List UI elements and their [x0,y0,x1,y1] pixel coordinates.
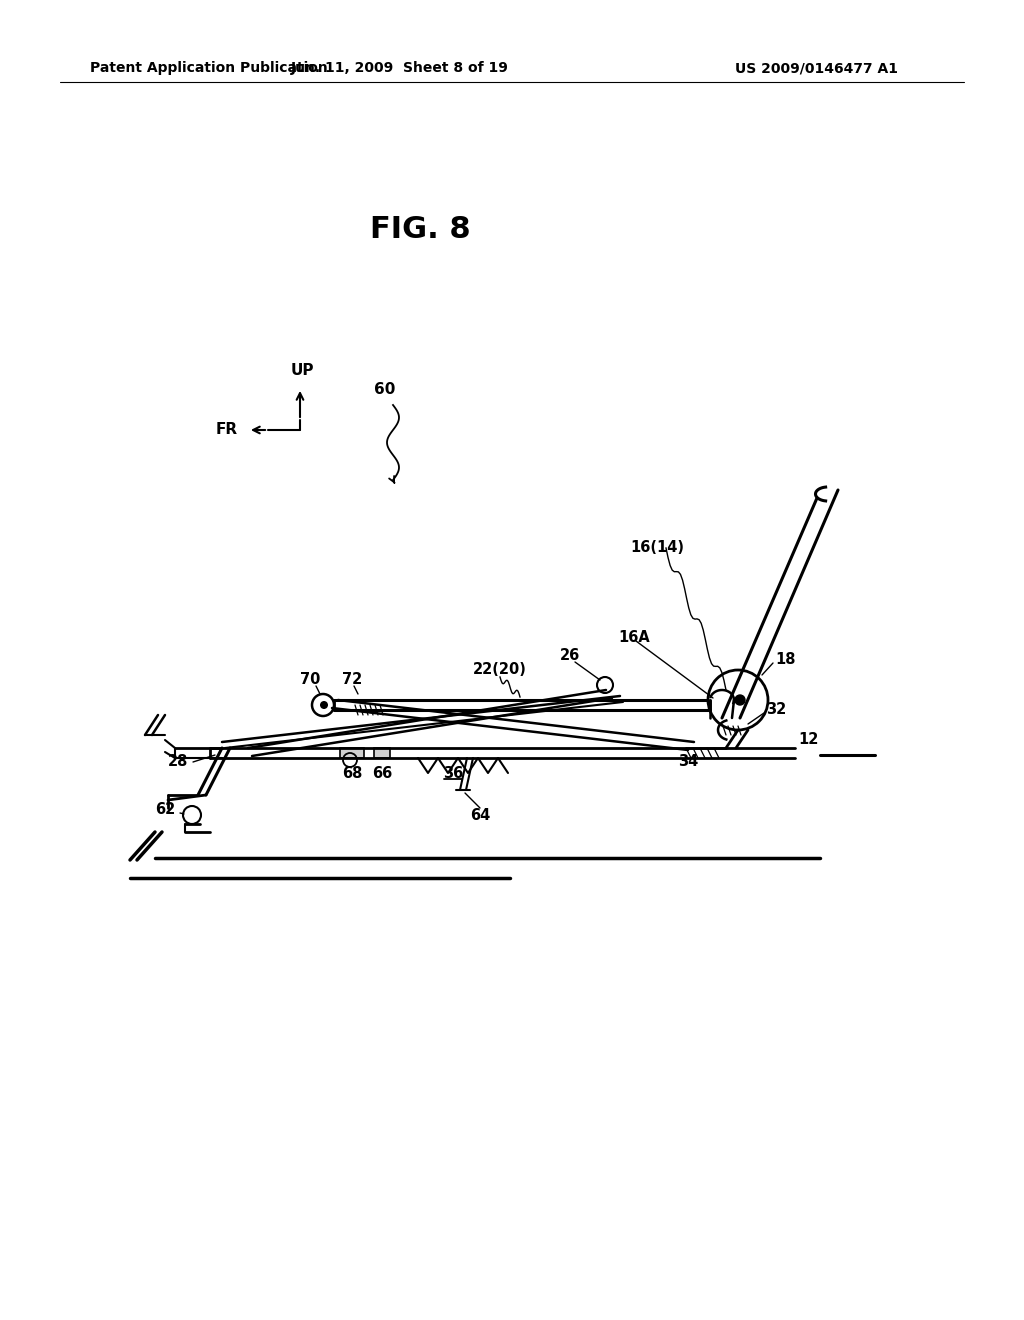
Text: 32: 32 [766,702,786,718]
Circle shape [319,701,328,709]
Text: 34: 34 [678,755,698,770]
Bar [340,748,364,758]
Text: Patent Application Publication: Patent Application Publication [90,61,328,75]
Text: 72: 72 [342,672,362,688]
Text: 68: 68 [342,767,362,781]
Text: 60: 60 [375,383,395,397]
Text: 18: 18 [775,652,796,668]
Text: US 2009/0146477 A1: US 2009/0146477 A1 [735,61,898,75]
Text: 26: 26 [560,648,581,663]
Circle shape [735,696,745,705]
Text: FR: FR [216,422,238,437]
Text: 70: 70 [300,672,321,688]
Text: Jun. 11, 2009  Sheet 8 of 19: Jun. 11, 2009 Sheet 8 of 19 [291,61,509,75]
Text: 28: 28 [168,755,188,770]
Bar [374,748,390,758]
Text: FIG. 8: FIG. 8 [370,215,470,244]
Text: 36: 36 [442,767,463,781]
Text: 16(14): 16(14) [630,540,684,556]
Text: UP: UP [290,363,313,378]
Text: 66: 66 [372,767,392,781]
Text: 22(20): 22(20) [473,663,527,677]
Text: 62: 62 [155,803,175,817]
Text: 64: 64 [470,808,490,822]
Text: 12: 12 [798,733,818,747]
Text: 16A: 16A [618,631,650,645]
